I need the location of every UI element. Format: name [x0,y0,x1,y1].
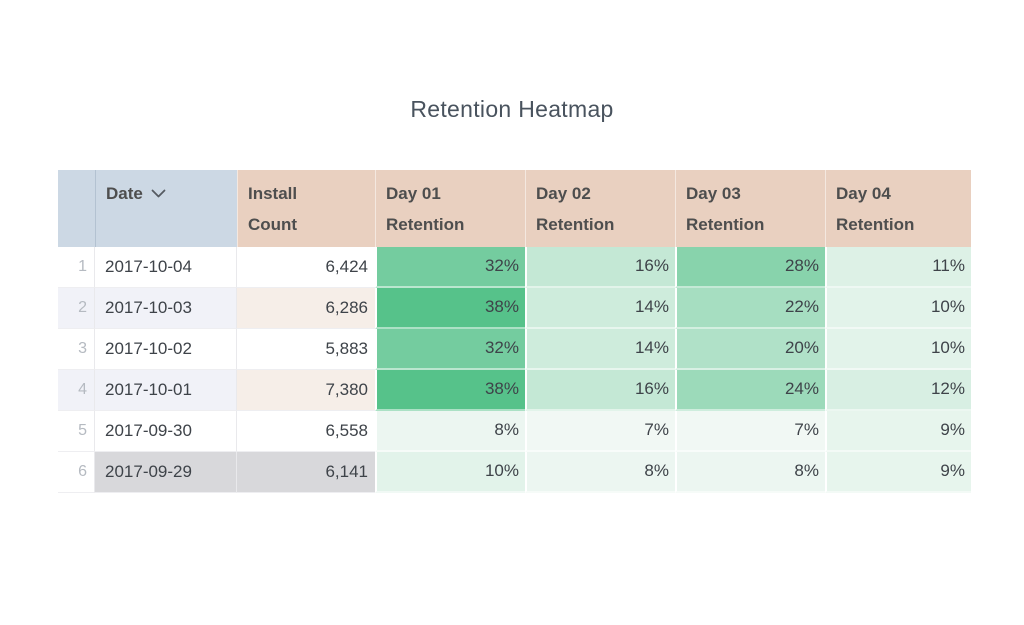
chevron-down-icon [151,178,166,209]
heatmap-cell-day03: 20% [675,329,825,370]
row-index: 3 [58,329,95,370]
heatmap-cell-day02: 14% [525,288,675,329]
retention-table: Date Install Count Day 01 Retention Day … [58,170,971,493]
header-label-line2: Retention [686,215,765,234]
column-header-day04-retention[interactable]: Day 04 Retention [825,170,971,247]
date-cell: 2017-09-30 [95,411,237,452]
heatmap-cell-day02: 8% [525,452,675,493]
install-count-cell: 7,380 [237,370,375,411]
heatmap-cell-day04: 12% [825,370,971,411]
row-index: 6 [58,452,95,493]
header-label-line1: Day 01 [386,184,441,203]
column-header-date-label: Date [106,184,143,203]
date-cell: 2017-10-04 [95,247,237,288]
install-count-cell: 6,558 [237,411,375,452]
heatmap-cell-day03: 28% [675,247,825,288]
heatmap-cell-day01: 32% [375,329,525,370]
header-label-line2: Retention [836,215,915,234]
heatmap-cell-day04: 10% [825,288,971,329]
column-header-install-count[interactable]: Install Count [237,170,375,247]
heatmap-cell-day01: 38% [375,370,525,411]
install-count-cell: 6,424 [237,247,375,288]
header-label-line1: Day 02 [536,184,591,203]
header-label-line1: Day 03 [686,184,741,203]
install-count-cell: 5,883 [237,329,375,370]
row-index: 4 [58,370,95,411]
heatmap-cell-day01: 8% [375,411,525,452]
heatmap-cell-day04: 11% [825,247,971,288]
heatmap-cell-day02: 14% [525,329,675,370]
header-label-line1: Install [248,184,298,203]
column-header-day02-retention[interactable]: Day 02 Retention [525,170,675,247]
install-count-cell: 6,141 [237,452,375,493]
header-label-line2: Retention [386,215,465,234]
heatmap-cell-day03: 8% [675,452,825,493]
heatmap-cell-day02: 7% [525,411,675,452]
heatmap-cell-day02: 16% [525,247,675,288]
date-cell: 2017-10-01 [95,370,237,411]
date-cell: 2017-10-03 [95,288,237,329]
column-header-row-index [58,170,95,247]
heatmap-cell-day04: 9% [825,452,971,493]
heatmap-cell-day03: 7% [675,411,825,452]
date-cell: 2017-10-02 [95,329,237,370]
heatmap-cell-day04: 10% [825,329,971,370]
install-count-cell: 6,286 [237,288,375,329]
column-header-date[interactable]: Date [95,170,237,247]
row-index: 2 [58,288,95,329]
header-label-line1: Day 04 [836,184,891,203]
header-label-line2: Retention [536,215,615,234]
heatmap-cell-day01: 38% [375,288,525,329]
heatmap-cell-day04: 9% [825,411,971,452]
heatmap-cell-day02: 16% [525,370,675,411]
heatmap-cell-day01: 32% [375,247,525,288]
row-index: 1 [58,247,95,288]
heatmap-cell-day03: 24% [675,370,825,411]
heatmap-cell-day01: 10% [375,452,525,493]
header-label-line2: Count [248,215,298,234]
column-header-day03-retention[interactable]: Day 03 Retention [675,170,825,247]
date-cell: 2017-09-29 [95,452,237,493]
page-title: Retention Heatmap [410,96,614,122]
column-header-day01-retention[interactable]: Day 01 Retention [375,170,525,247]
row-index: 5 [58,411,95,452]
heatmap-cell-day03: 22% [675,288,825,329]
